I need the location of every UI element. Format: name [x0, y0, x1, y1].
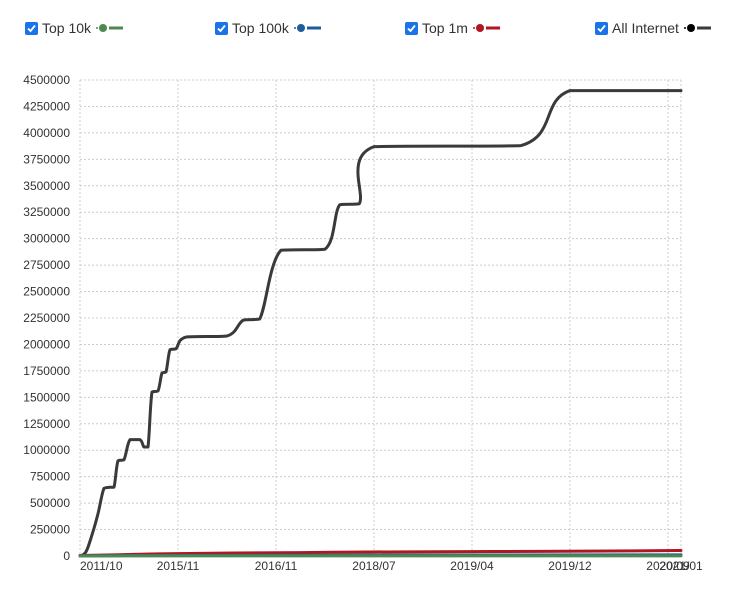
x-tick-label: 2019/04 — [450, 559, 494, 573]
grid-layer — [79, 79, 682, 557]
legend-item-top-10k[interactable]: Top 10k — [25, 16, 125, 40]
top-1m-checkbox[interactable] — [405, 21, 418, 35]
legend-swatch-top-100k — [293, 24, 321, 32]
series-layer — [78, 89, 683, 558]
legend-label: All Internet — [612, 20, 679, 36]
y-tick-label: 2750000 — [23, 258, 70, 272]
legend-swatch-all-internet — [683, 24, 711, 32]
x-tick-label: 2016/11 — [255, 559, 298, 573]
x-tick-label: 2021/01 — [659, 559, 703, 573]
y-tick-label: 4250000 — [23, 99, 70, 113]
series-line-all-internet — [78, 89, 683, 558]
y-tick-label: 1000000 — [23, 443, 70, 457]
y-tick-label: 3250000 — [23, 205, 70, 219]
y-tick-label: 4500000 — [23, 73, 70, 87]
y-tick-label: 500000 — [30, 496, 70, 510]
check-icon — [27, 24, 36, 32]
check-icon — [217, 24, 226, 32]
y-tick-label: 1250000 — [23, 417, 70, 431]
top-100k-checkbox[interactable] — [215, 21, 228, 35]
check-icon — [407, 24, 416, 32]
legend-swatch-top-1m — [472, 24, 500, 32]
y-tick-label: 1750000 — [23, 364, 70, 378]
top-10k-checkbox[interactable] — [25, 21, 38, 35]
legend-label: Top 100k — [232, 20, 289, 36]
y-tick-label: 2250000 — [23, 311, 70, 325]
y-tick-label: 250000 — [30, 523, 70, 537]
y-tick-label: 0 — [63, 549, 70, 563]
y-tick-label: 750000 — [30, 470, 70, 484]
legend: Top 10k Top 100k Top 1m — [0, 16, 751, 42]
x-tick-label: 2019/12 — [548, 559, 592, 573]
x-axis: 2011/10 2015/11 2016/11 2018/07 2019/04 2019/… — [80, 555, 703, 573]
legend-label: Top 10k — [42, 20, 92, 36]
x-tick-label: 2011/10 — [80, 559, 123, 573]
y-tick-label: 3000000 — [23, 232, 70, 246]
y-tick-label: 1500000 — [23, 390, 70, 404]
all-internet-checkbox[interactable] — [595, 21, 608, 35]
y-axis: 0 250000 500000 750000 1000000 1250000 1500000… — [23, 73, 70, 563]
check-icon — [597, 24, 606, 32]
legend-swatch-top-10k — [96, 24, 124, 32]
legend-label: Top 1m — [422, 20, 468, 36]
x-tick-label: 2018/07 — [352, 559, 396, 573]
legend-item-all-internet[interactable]: All Internet — [595, 16, 713, 40]
legend-item-top-1m[interactable]: Top 1m — [405, 16, 502, 40]
y-tick-label: 2000000 — [23, 337, 70, 351]
x-tick-label: 2015/11 — [157, 559, 200, 573]
y-tick-label: 3500000 — [23, 179, 70, 193]
x-tick-label: 2020/09 — [646, 559, 690, 573]
y-tick-label: 2500000 — [23, 285, 70, 299]
y-tick-label: 3750000 — [23, 152, 70, 166]
y-tick-label: 4000000 — [23, 126, 70, 140]
legend-item-top-100k[interactable]: Top 100k — [215, 16, 323, 40]
